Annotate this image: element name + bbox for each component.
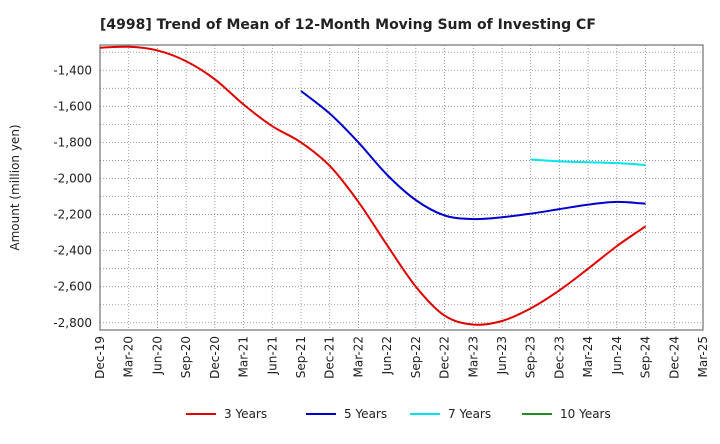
x-tick-label: Mar-24 <box>581 336 595 377</box>
y-tick-label: -2,800 <box>53 316 92 330</box>
x-tick-label: Mar-20 <box>122 336 136 377</box>
x-tick-label: Jun-22 <box>380 336 394 375</box>
series-line-5-years <box>300 90 646 221</box>
x-tick-label: Mar-21 <box>237 336 251 377</box>
x-tick-label: Sep-21 <box>294 336 308 378</box>
x-tick-label: Dec-21 <box>323 336 337 379</box>
x-tick-label: Jun-23 <box>495 336 509 375</box>
x-tick-label: Sep-23 <box>524 336 538 378</box>
y-tick-label: -2,000 <box>53 171 92 185</box>
x-axis: Dec-19 Mar-20 Jun-20 Sep-20 Dec-20 Mar-21 Jun-… <box>93 336 710 379</box>
legend-label: 3 Years <box>224 407 267 421</box>
x-tick-label: Jun-21 <box>265 336 279 375</box>
y-tick-label: -2,600 <box>53 280 92 294</box>
y-axis-label: Amount (million yen) <box>8 124 22 250</box>
y-tick-label: -1,800 <box>53 135 92 149</box>
legend-label: 7 Years <box>448 407 491 421</box>
y-tick-label: -1,600 <box>53 99 92 113</box>
series-line-3-years <box>99 45 647 326</box>
y-tick-label: -2,400 <box>53 244 92 258</box>
x-tick-label: Sep-20 <box>179 336 193 378</box>
x-tick-label: Dec-22 <box>438 336 452 379</box>
legend-label: 10 Years <box>560 407 611 421</box>
x-tick-label: Dec-19 <box>93 336 107 379</box>
x-tick-label: Dec-20 <box>208 336 222 379</box>
x-tick-label: Jun-24 <box>610 336 624 375</box>
x-tick-label: Mar-22 <box>351 336 365 377</box>
series-line-7-years <box>530 158 646 166</box>
x-tick-label: Mar-25 <box>696 336 710 377</box>
plot-frame <box>99 44 704 331</box>
x-tick-label: Mar-23 <box>466 336 480 377</box>
x-tick-label: Jun-20 <box>150 336 164 375</box>
x-tick-label: Sep-22 <box>409 336 423 378</box>
x-tick-label: Dec-23 <box>552 336 566 379</box>
y-axis: -2,800 -2,600 -2,400 -2,200 -2,000 -1,800 -1,6… <box>53 63 92 330</box>
x-tick-label: Dec-24 <box>667 336 681 379</box>
grid <box>100 45 703 330</box>
chart-title: [4998] Trend of Mean of 12-Month Moving … <box>100 17 596 33</box>
legend: 3 Years 5 Years 7 Years 10 Years <box>186 407 611 421</box>
y-tick-label: -2,200 <box>53 208 92 222</box>
y-tick-label: -1,400 <box>53 63 92 77</box>
series-layer <box>99 45 647 326</box>
x-tick-label: Sep-24 <box>639 336 653 378</box>
legend-label: 5 Years <box>344 407 387 421</box>
